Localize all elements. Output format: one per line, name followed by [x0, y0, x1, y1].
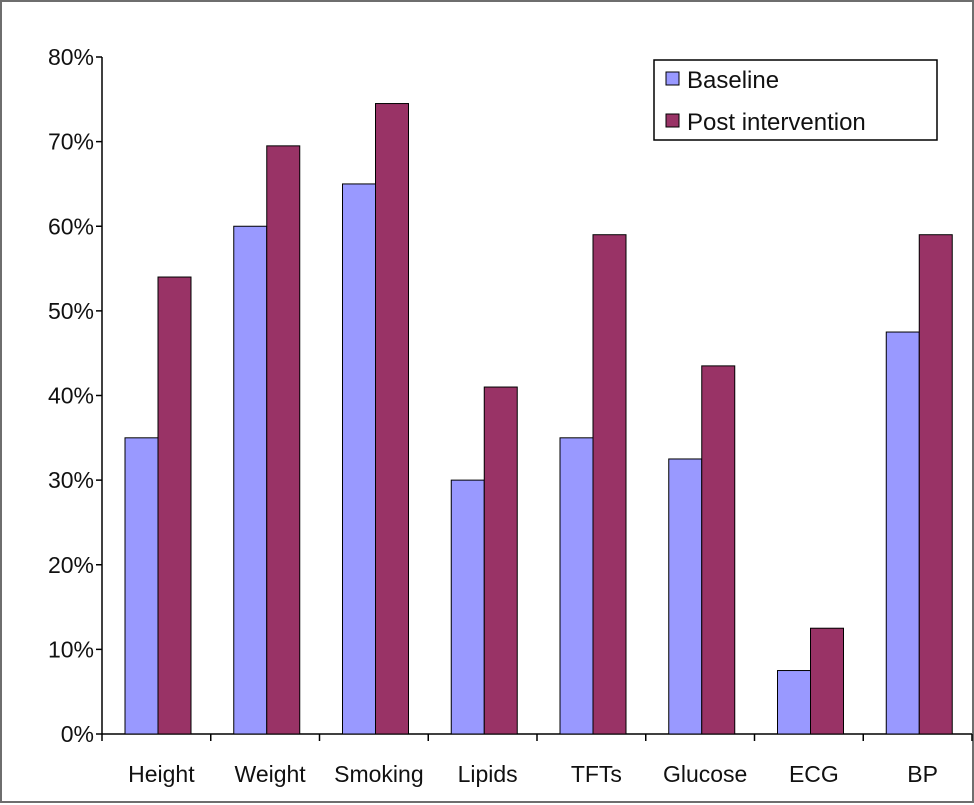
bar-baseline-bp [885, 331, 920, 735]
bar-post-intervention-ecg [810, 627, 844, 735]
x-category-label: BP [907, 761, 938, 787]
chart-legend: Baseline Post intervention [653, 59, 938, 141]
x-category-label: Smoking [334, 761, 423, 787]
y-tick-label: 30% [48, 467, 94, 493]
x-category-label: Weight [235, 761, 307, 787]
bar-post-intervention-weight [266, 145, 301, 735]
x-category-label: ECG [789, 761, 839, 787]
bar-post-intervention-bp [918, 234, 953, 735]
legend-swatch-post-intervention [665, 113, 680, 128]
bar-post-intervention-tfts [592, 234, 627, 735]
bar-baseline-smoking [342, 183, 376, 735]
y-tick-label: 20% [48, 552, 94, 578]
y-tick-label: 0% [61, 721, 94, 747]
bar-baseline-glucose [668, 458, 703, 735]
bar-post-intervention-height [157, 276, 192, 735]
x-category-label: Height [128, 761, 195, 787]
x-category-label: Glucose [663, 761, 747, 787]
chart-bars [124, 103, 953, 735]
legend-box [653, 59, 938, 141]
bar-baseline-height [124, 437, 159, 735]
y-tick-label: 80% [48, 44, 94, 70]
bar-baseline-ecg [777, 670, 811, 735]
legend-label-post-intervention: Post intervention [687, 109, 866, 136]
y-tick-label: 10% [48, 636, 94, 662]
legend-label-baseline: Baseline [687, 67, 779, 94]
bar-baseline-weight [233, 225, 268, 735]
x-category-label: Lipids [458, 761, 518, 787]
y-tick-label: 50% [48, 298, 94, 324]
bar-post-intervention-smoking [375, 103, 409, 735]
y-tick-label: 40% [48, 383, 94, 409]
bar-post-intervention-glucose [701, 365, 736, 735]
legend-swatch-baseline [665, 71, 680, 86]
bar-baseline-lipids [450, 479, 485, 735]
chart-labels: 0% 10% 20% 30% 40% 50% 60% 70% 80% Height Weight Sm… [48, 44, 938, 787]
y-tick-label: 60% [48, 213, 94, 239]
x-category-label: TFTs [571, 761, 622, 787]
y-tick-label: 70% [48, 129, 94, 155]
bar-baseline-tfts [559, 437, 594, 735]
bar-post-intervention-lipids [483, 386, 518, 735]
